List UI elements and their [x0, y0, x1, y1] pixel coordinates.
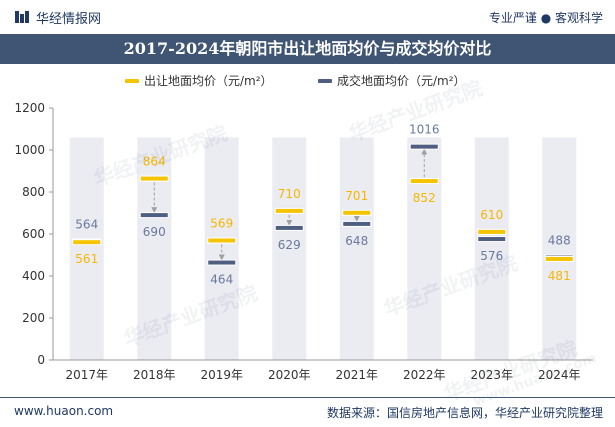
listing-value-label: 569 — [210, 217, 233, 231]
transaction-value-label: 488 — [548, 234, 571, 248]
legend: 出让地面均价（元/m²） 成交地面均价（元/m²） — [0, 70, 615, 90]
footer: www.huaon.com 数据来源：国信房地产信息网，华经产业研究院整理 — [0, 397, 615, 427]
y-tick-label: 400 — [22, 269, 45, 283]
transaction-marker — [409, 143, 439, 150]
chart-title: 2017-2024年朝阳市出让地面均价与成交均价对比 — [0, 34, 615, 64]
listing-marker — [207, 237, 237, 244]
legend-swatch-transaction — [318, 78, 332, 83]
listing-value-label: 481 — [548, 269, 571, 283]
listing-value-label: 852 — [413, 191, 436, 205]
background-bar — [137, 137, 172, 360]
legend-swatch-listing — [125, 78, 139, 83]
y-tick-label: 800 — [22, 185, 45, 199]
y-tick-label: 0 — [37, 353, 45, 367]
brand-name: 华经情报网 — [36, 11, 102, 27]
listing-value-label: 710 — [278, 187, 301, 201]
listing-marker — [409, 178, 439, 185]
x-tick-label: 2022年 — [403, 368, 446, 382]
x-tick-label: 2023年 — [470, 368, 513, 382]
x-tick-label: 2020年 — [268, 368, 311, 382]
listing-value-label: 561 — [75, 252, 98, 266]
listing-marker — [139, 175, 169, 182]
listing-marker — [477, 228, 507, 235]
y-tick-label: 1000 — [14, 143, 45, 157]
transaction-value-label: 564 — [75, 218, 98, 232]
transaction-value-label: 690 — [143, 225, 166, 239]
listing-value-label: 701 — [345, 189, 368, 203]
listing-marker — [342, 209, 372, 216]
background-bar — [204, 137, 239, 360]
legend-item-transaction[interactable]: 成交地面均价（元/m²） — [318, 72, 466, 89]
x-tick-label: 2021年 — [335, 368, 378, 382]
transaction-value-label: 576 — [480, 249, 503, 263]
listing-value-label: 864 — [143, 155, 166, 169]
listing-marker — [544, 255, 574, 262]
footer-divider — [0, 397, 615, 398]
transaction-marker — [477, 236, 507, 243]
legend-label-transaction: 成交地面均价（元/m²） — [337, 74, 466, 88]
x-tick-label: 2019年 — [200, 368, 243, 382]
listing-value-label: 610 — [480, 208, 503, 222]
background-bar — [69, 137, 104, 360]
x-tick-label: 2024年 — [538, 368, 581, 382]
website-link[interactable]: www.huaon.com — [14, 404, 114, 418]
transaction-value-label: 464 — [210, 273, 233, 287]
data-source: 数据来源：国信房地产信息网，华经产业研究院整理 — [326, 406, 603, 420]
listing-marker — [274, 207, 304, 214]
y-tick-label: 200 — [22, 311, 45, 325]
logo-icon — [15, 11, 29, 23]
transaction-marker — [274, 224, 304, 231]
transaction-value-label: 648 — [345, 234, 368, 248]
transaction-value-label: 1016 — [409, 123, 440, 137]
transaction-marker — [207, 259, 237, 266]
transaction-value-label: 629 — [278, 238, 301, 252]
slogan: 专业严谨 ● 客观科学 — [488, 11, 603, 25]
legend-label-listing: 出让地面均价（元/m²） — [144, 74, 273, 88]
legend-item-listing[interactable]: 出让地面均价（元/m²） — [125, 72, 273, 89]
header: 华经情报网 专业严谨 ● 客观科学 — [0, 0, 615, 34]
x-tick-label: 2017年 — [65, 368, 108, 382]
background-bar — [474, 137, 509, 360]
x-tick-label: 2018年 — [133, 368, 176, 382]
y-tick-label: 600 — [22, 227, 45, 241]
brand[interactable]: 华经情报网 — [14, 8, 102, 27]
transaction-marker — [342, 220, 372, 227]
background-bar — [339, 137, 374, 360]
y-tick-label: 1200 — [14, 101, 45, 115]
listing-marker — [72, 239, 102, 246]
background-bar — [272, 137, 307, 360]
transaction-marker — [139, 212, 169, 219]
background-bar — [542, 137, 577, 360]
chart: 0 200 400 600 800 1000 1200 2017年 2018年 2019年 2020… — [14, 101, 593, 382]
